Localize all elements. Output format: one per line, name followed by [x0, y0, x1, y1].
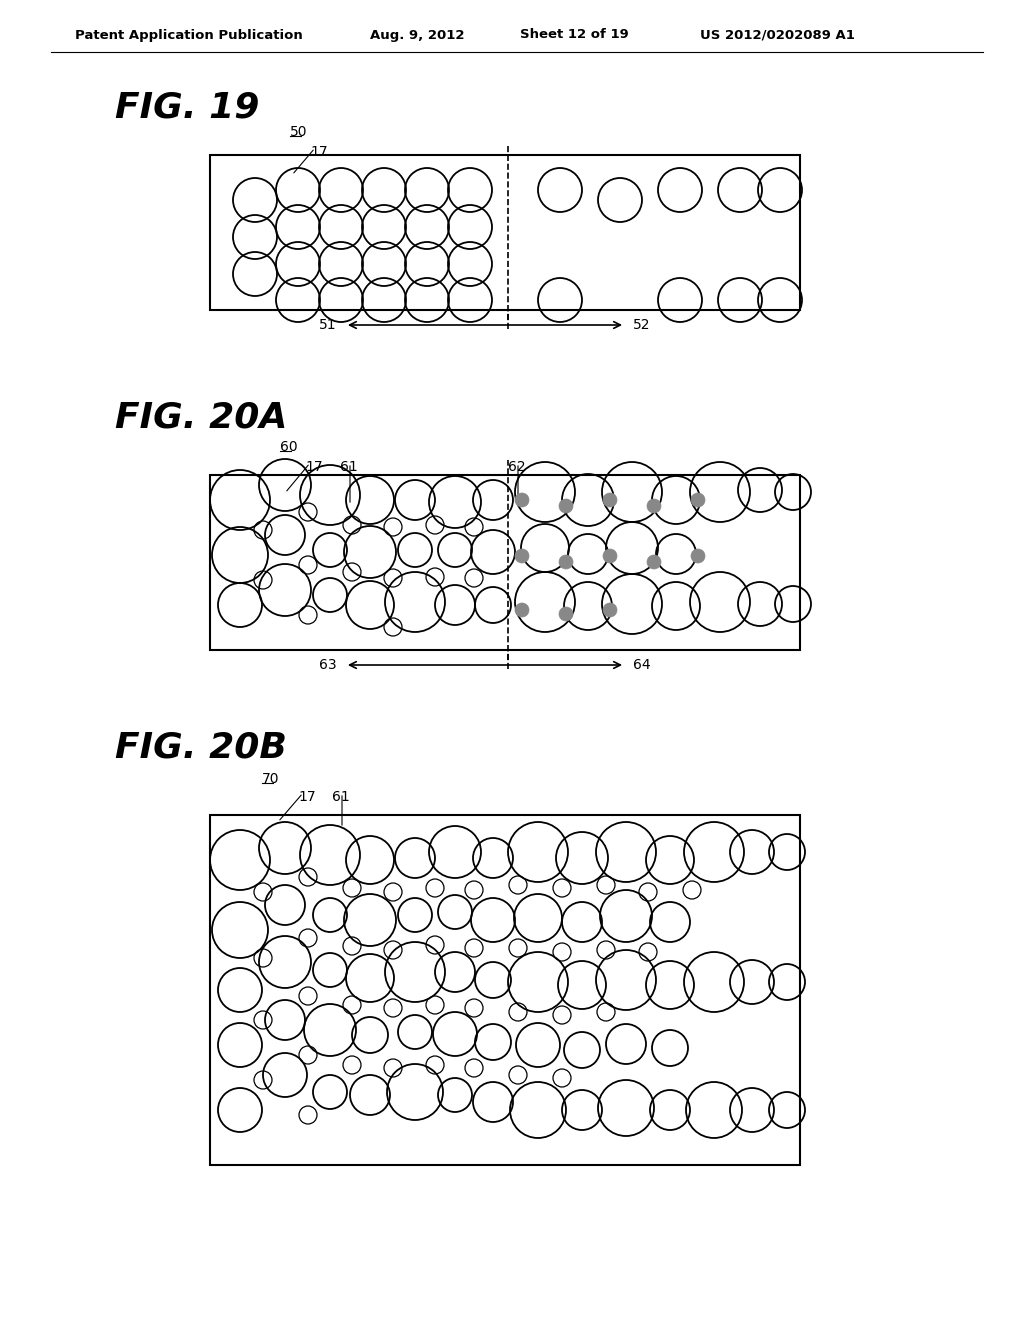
Circle shape: [559, 607, 573, 620]
Circle shape: [515, 549, 529, 564]
Circle shape: [603, 549, 617, 564]
Text: 62: 62: [508, 459, 525, 474]
Text: 17: 17: [298, 789, 315, 804]
Text: FIG. 19: FIG. 19: [115, 90, 259, 124]
Text: US 2012/0202089 A1: US 2012/0202089 A1: [700, 29, 855, 41]
Text: 52: 52: [633, 318, 650, 333]
Circle shape: [515, 603, 529, 616]
Bar: [210, 154, 800, 310]
Text: Sheet 12 of 19: Sheet 12 of 19: [520, 29, 629, 41]
Bar: [210, 814, 800, 1166]
Text: Patent Application Publication: Patent Application Publication: [75, 29, 303, 41]
Text: 17: 17: [305, 459, 323, 474]
Text: 64: 64: [633, 657, 650, 672]
Text: 60: 60: [280, 440, 298, 454]
Circle shape: [603, 492, 617, 507]
Bar: [210, 475, 800, 649]
Text: FIG. 20A: FIG. 20A: [115, 400, 288, 434]
Text: 17: 17: [310, 145, 328, 158]
Circle shape: [603, 603, 617, 616]
Text: 61: 61: [340, 459, 357, 474]
Text: Aug. 9, 2012: Aug. 9, 2012: [370, 29, 465, 41]
Text: 51: 51: [319, 318, 337, 333]
Circle shape: [647, 554, 662, 569]
Text: 61: 61: [332, 789, 350, 804]
Text: FIG. 20B: FIG. 20B: [115, 730, 287, 764]
Text: 70: 70: [262, 772, 280, 785]
Circle shape: [647, 499, 662, 513]
Circle shape: [559, 554, 573, 569]
Circle shape: [691, 492, 705, 507]
Circle shape: [515, 492, 529, 507]
Circle shape: [559, 499, 573, 513]
Text: 50: 50: [290, 125, 307, 139]
Circle shape: [691, 549, 705, 564]
Text: 63: 63: [319, 657, 337, 672]
